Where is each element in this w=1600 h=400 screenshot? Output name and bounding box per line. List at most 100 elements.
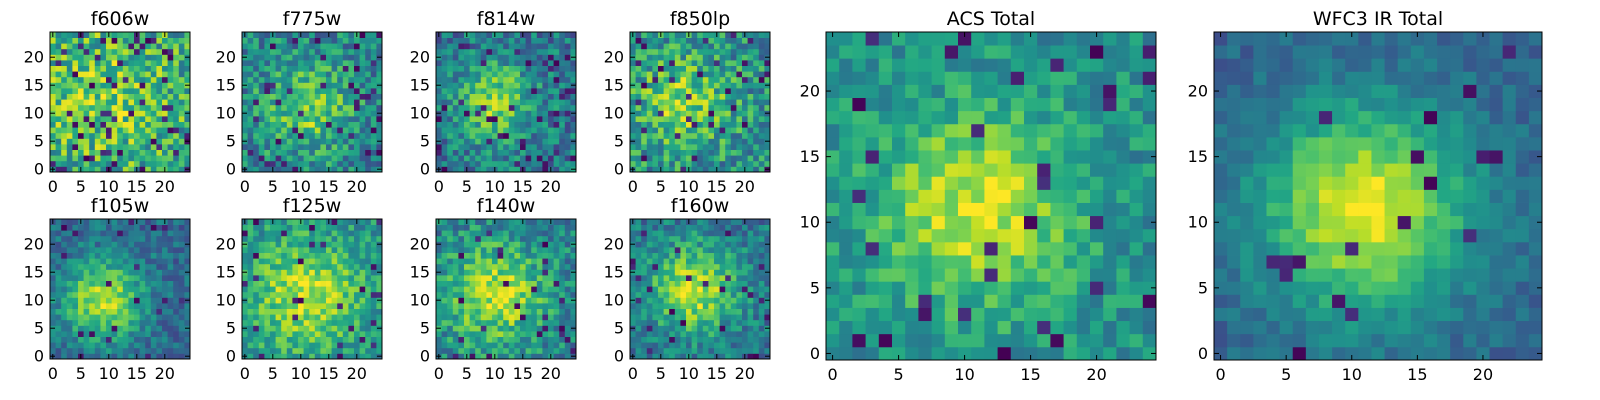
heatmap-cell xyxy=(691,303,698,309)
heatmap-cell xyxy=(359,60,366,66)
heatmap-cell xyxy=(326,347,332,354)
heatmap-cell xyxy=(525,155,532,162)
heatmap-cell xyxy=(162,121,168,128)
heatmap-cell xyxy=(258,308,265,315)
x-tick-label: 15 xyxy=(513,364,533,383)
heatmap-cell xyxy=(173,291,180,298)
heatmap-cell xyxy=(365,166,372,173)
heatmap-cell xyxy=(652,325,659,332)
heatmap-cell xyxy=(635,291,642,298)
heatmap-cell xyxy=(264,275,271,281)
heatmap-cell xyxy=(331,76,338,83)
heatmap-cell xyxy=(514,342,521,349)
heatmap-cell xyxy=(469,121,476,128)
heatmap-cell xyxy=(320,230,327,237)
heatmap-cell xyxy=(564,149,571,156)
heatmap-cell xyxy=(725,32,732,38)
heatmap-cell xyxy=(630,155,636,162)
heatmap-cell xyxy=(337,269,344,276)
heatmap-cell xyxy=(497,32,504,38)
heatmap-cell xyxy=(436,43,442,50)
heatmap-cell xyxy=(178,297,185,304)
heatmap-cell xyxy=(242,76,248,83)
heatmap-cell xyxy=(247,280,254,287)
heatmap-cell xyxy=(714,93,720,100)
heatmap-cell xyxy=(730,32,737,38)
heatmap-cell xyxy=(635,110,642,117)
heatmap-cell xyxy=(674,121,681,128)
heatmap-cell xyxy=(480,149,487,156)
x-tick-label: 5 xyxy=(656,177,666,196)
heatmap-cell xyxy=(292,319,299,326)
heatmap-cell xyxy=(669,160,676,167)
heatmap-cell xyxy=(376,116,383,122)
heatmap-cell xyxy=(742,325,748,332)
heatmap-cell xyxy=(564,291,571,298)
heatmap-cell xyxy=(520,88,526,94)
heatmap-cell xyxy=(436,247,442,253)
heatmap-cell xyxy=(475,247,482,253)
panel-title-f606w: f606w xyxy=(91,8,150,30)
heatmap-cell xyxy=(469,291,476,298)
heatmap-cell xyxy=(730,347,737,354)
heatmap-cell xyxy=(83,247,90,253)
heatmap-cell xyxy=(89,54,96,61)
heatmap-cell xyxy=(134,342,140,349)
heatmap-cell xyxy=(309,269,316,276)
heatmap-cell xyxy=(309,121,316,128)
heatmap-cell xyxy=(564,336,571,343)
heatmap-cell xyxy=(281,71,288,78)
heatmap-cell xyxy=(548,291,554,298)
heatmap-cell xyxy=(492,65,498,72)
heatmap-cell xyxy=(492,82,498,89)
heatmap-cell xyxy=(253,166,260,173)
heatmap-cell xyxy=(492,37,498,44)
heatmap-cell xyxy=(686,132,692,139)
heatmap-cell xyxy=(167,116,174,122)
heatmap-cell xyxy=(458,230,465,237)
heatmap-cell xyxy=(342,269,349,276)
heatmap-cell xyxy=(286,224,293,231)
heatmap-cell xyxy=(128,308,135,315)
heatmap-cell xyxy=(173,314,180,321)
heatmap-cell xyxy=(542,303,549,309)
heatmap-cell xyxy=(365,247,372,253)
heatmap-cell xyxy=(106,241,112,248)
heatmap-cell xyxy=(253,99,260,106)
heatmap-cell xyxy=(652,291,659,298)
heatmap-cell xyxy=(570,263,577,270)
heatmap-cell xyxy=(83,252,90,259)
heatmap-cell xyxy=(503,347,510,354)
heatmap-cell xyxy=(150,269,157,276)
heatmap-cell xyxy=(570,149,577,156)
heatmap-cell xyxy=(72,342,79,349)
x-tick-label: 10 xyxy=(99,364,119,383)
heatmap-cell xyxy=(486,138,493,145)
heatmap-cell xyxy=(281,303,288,309)
heatmap-cell xyxy=(150,224,157,231)
heatmap-cell xyxy=(548,235,554,242)
heatmap-cell xyxy=(497,65,504,72)
heatmap-cell xyxy=(508,65,515,72)
heatmap-cell xyxy=(714,99,720,106)
heatmap-cell xyxy=(753,155,760,162)
heatmap-cell xyxy=(314,241,321,248)
heatmap-cell xyxy=(281,230,288,237)
heatmap-cell xyxy=(258,48,265,55)
heatmap-cell xyxy=(303,82,310,89)
heatmap-cell xyxy=(680,347,687,354)
heatmap-cell xyxy=(452,325,459,332)
heatmap-cell xyxy=(162,224,168,231)
heatmap-cell xyxy=(342,342,349,349)
heatmap-cell xyxy=(525,286,532,293)
heatmap-cell xyxy=(275,247,282,253)
heatmap-cell xyxy=(303,314,310,321)
heatmap-cell xyxy=(331,235,338,242)
heatmap-cell xyxy=(348,138,355,145)
heatmap-cell xyxy=(78,88,84,94)
heatmap-cell xyxy=(452,280,459,287)
heatmap-cell xyxy=(663,121,670,128)
heatmap-cell xyxy=(128,347,135,354)
heatmap-cell xyxy=(320,48,327,55)
heatmap-cell xyxy=(292,99,299,106)
